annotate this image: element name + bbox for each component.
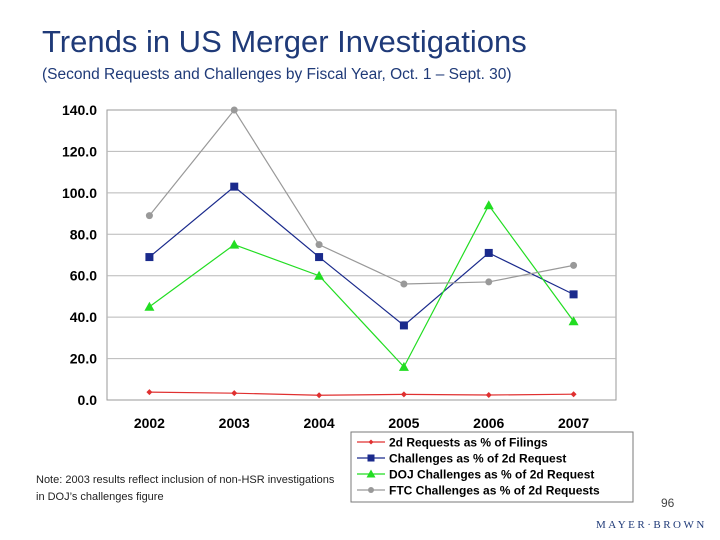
x-tick-label: 2006 <box>473 415 504 431</box>
legend-marker <box>367 454 375 462</box>
legend-label: FTC Challenges as % of 2d Requests <box>389 484 600 498</box>
y-tick-label: 140.0 <box>62 102 97 118</box>
data-point <box>229 239 240 249</box>
legend <box>350 431 634 503</box>
data-point <box>316 392 323 399</box>
x-tick-label: 2003 <box>219 415 250 431</box>
brand-logo: MAYER·BROWN <box>596 519 707 531</box>
footnote: Note: 2003 results reflect inclusion of … <box>36 474 335 503</box>
y-tick-label: 20.0 <box>70 351 97 367</box>
series-line-3 <box>149 204 575 368</box>
data-point <box>146 389 153 396</box>
plot-area <box>106 109 617 401</box>
data-point <box>569 290 578 299</box>
x-tick-label: 2007 <box>558 415 589 431</box>
data-point <box>484 248 493 257</box>
data-point <box>314 270 325 280</box>
data-point <box>144 301 155 311</box>
y-tick-label: 120.0 <box>62 143 97 159</box>
data-point <box>145 253 154 262</box>
y-tick-label: 0.0 <box>78 392 98 408</box>
y-tick-label: 60.0 <box>70 268 97 284</box>
x-tick-label: 2004 <box>304 415 335 431</box>
series-line-4 <box>148 108 574 285</box>
x-tick-label: 2005 <box>388 415 419 431</box>
data-point <box>231 390 238 397</box>
data-point <box>399 321 408 330</box>
data-point <box>315 241 323 249</box>
series-line-1 <box>149 391 574 396</box>
slide-title: Trends in US Merger Investigations <box>42 24 527 59</box>
legend-label: DOJ Challenges as % of 2d Request <box>389 468 594 482</box>
series-line-2 <box>149 185 574 327</box>
legend-label: Challenges as % of 2d Request <box>389 452 566 466</box>
data-point <box>570 391 577 398</box>
legend-marker <box>368 487 374 493</box>
x-tick-label: 2002 <box>134 415 165 431</box>
data-point <box>568 316 579 326</box>
y-tick-label: 40.0 <box>70 309 97 325</box>
page-number: 96 <box>661 496 675 510</box>
data-point <box>398 361 409 371</box>
data-point <box>145 212 153 220</box>
data-point <box>230 182 239 191</box>
slide-subtitle: (Second Requests and Challenges by Fisca… <box>42 66 512 83</box>
data-point <box>483 200 494 210</box>
y-tick-label: 100.0 <box>62 185 97 201</box>
data-point <box>485 278 493 286</box>
data-point <box>315 253 324 262</box>
legend-marker <box>368 439 374 445</box>
y-tick-label: 80.0 <box>70 226 97 242</box>
legend-label: 2d Requests as % of Filings <box>389 436 548 450</box>
data-point <box>570 261 578 269</box>
data-point <box>400 280 408 288</box>
data-point <box>400 391 407 398</box>
data-point <box>485 392 492 399</box>
data-point <box>230 106 238 114</box>
legend-marker <box>366 469 376 478</box>
